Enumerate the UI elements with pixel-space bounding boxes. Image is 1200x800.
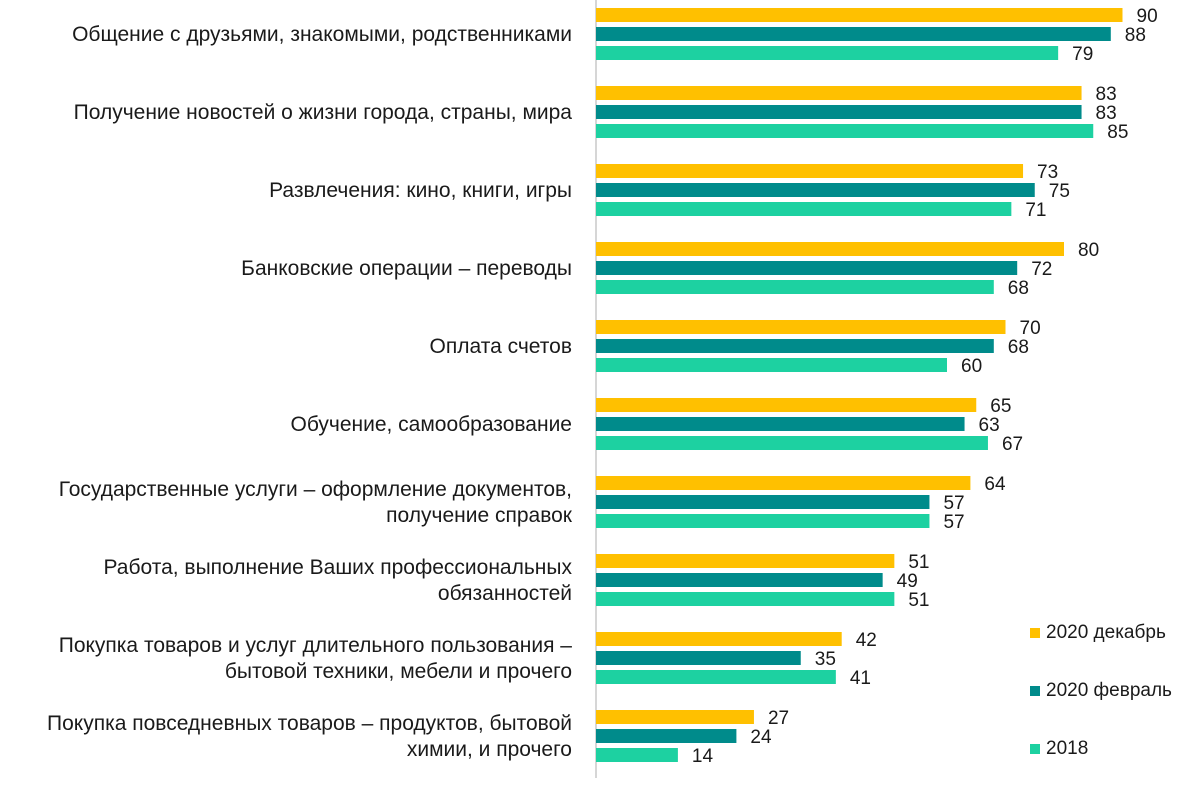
data-label-1-series-2: 88 <box>1125 25 1146 46</box>
bar-5-series-1 <box>596 320 1006 334</box>
data-label-10-series-2: 24 <box>750 727 772 748</box>
bar-3-series-2 <box>596 183 1035 197</box>
bar-9-series-1 <box>596 632 842 646</box>
data-label-5-series-1: 70 <box>1020 318 1041 339</box>
bar-8-series-3 <box>596 592 895 606</box>
data-label-4-series-3: 68 <box>1008 278 1029 299</box>
bar-10-series-1 <box>596 710 754 724</box>
bar-7-series-1 <box>596 476 971 490</box>
bar-9-series-2 <box>596 651 801 665</box>
data-label-7-series-3: 57 <box>943 512 964 533</box>
legend: 2020 декабрь 2020 февраль 2018 <box>1030 622 1172 759</box>
bar-6-series-3 <box>596 436 988 450</box>
data-label-4-series-1: 80 <box>1078 240 1099 261</box>
bar-8-series-2 <box>596 573 883 587</box>
bar-2-series-3 <box>596 124 1094 138</box>
category-labels-layer: Общение с друзьями, знакомыми, родственн… <box>47 23 573 761</box>
bar-4-series-1 <box>596 242 1064 256</box>
legend-label-2: 2020 февраль <box>1046 680 1172 701</box>
data-label-8-series-3: 51 <box>908 590 929 611</box>
bar-6-series-2 <box>596 417 965 431</box>
category-label-2: Получение новостей о жизни города, стран… <box>74 101 573 124</box>
data-label-7-series-1: 64 <box>984 474 1006 495</box>
legend-label-3: 2018 <box>1046 738 1088 759</box>
data-label-7-series-2: 57 <box>943 493 964 514</box>
bar-6-series-1 <box>596 398 977 412</box>
category-label-8: Работа, выполнение Ваших профессиональны… <box>103 556 572 605</box>
bar-5-series-2 <box>596 339 994 353</box>
category-label-9: Покупка товаров и услуг длительного поль… <box>59 634 573 683</box>
data-label-9-series-2: 35 <box>815 649 836 670</box>
bar-7-series-2 <box>596 495 930 509</box>
data-label-3-series-2: 75 <box>1049 181 1070 202</box>
data-label-9-series-1: 42 <box>856 630 877 651</box>
bar-10-series-3 <box>596 748 678 762</box>
category-label-5: Оплата счетов <box>430 335 572 358</box>
category-label-7: Государственные услуги – оформление доку… <box>59 478 573 527</box>
data-label-3-series-1: 73 <box>1037 162 1058 183</box>
bar-9-series-3 <box>596 670 836 684</box>
data-label-10-series-3: 14 <box>692 746 714 767</box>
bar-8-series-1 <box>596 554 895 568</box>
data-label-8-series-2: 49 <box>897 571 918 592</box>
bar-4-series-3 <box>596 280 994 294</box>
legend-label-1: 2020 декабрь <box>1046 622 1166 643</box>
data-label-4-series-2: 72 <box>1031 259 1052 280</box>
legend-swatch-1 <box>1030 628 1040 638</box>
category-label-4: Банковские операции – переводы <box>241 257 572 280</box>
data-label-3-series-3: 71 <box>1025 200 1046 221</box>
category-label-1: Общение с друзьями, знакомыми, родственн… <box>72 23 572 46</box>
data-label-6-series-3: 67 <box>1002 434 1023 455</box>
bar-7-series-3 <box>596 514 930 528</box>
bar-10-series-2 <box>596 729 737 743</box>
data-label-8-series-1: 51 <box>908 552 929 573</box>
data-label-1-series-1: 90 <box>1137 6 1158 27</box>
bar-1-series-1 <box>596 8 1123 22</box>
data-label-10-series-1: 27 <box>768 708 789 729</box>
bar-1-series-2 <box>596 27 1111 41</box>
bar-3-series-3 <box>596 202 1012 216</box>
data-label-5-series-3: 60 <box>961 356 982 377</box>
category-label-10: Покупка повседневных товаров – продуктов… <box>47 712 572 761</box>
data-label-2-series-3: 85 <box>1107 122 1128 143</box>
category-label-3: Развлечения: кино, книги, игры <box>269 179 572 202</box>
bar-4-series-2 <box>596 261 1018 275</box>
bar-1-series-3 <box>596 46 1059 60</box>
bar-5-series-3 <box>596 358 947 372</box>
bar-2-series-2 <box>596 105 1082 119</box>
bar-3-series-1 <box>596 164 1024 178</box>
data-label-2-series-2: 83 <box>1096 103 1117 124</box>
data-label-6-series-2: 63 <box>979 415 1000 436</box>
data-label-9-series-3: 41 <box>850 668 871 689</box>
legend-swatch-3 <box>1030 744 1040 754</box>
data-label-1-series-3: 79 <box>1072 44 1093 65</box>
bars-layer: 9088798383857375718072687068606563676457… <box>596 6 1158 767</box>
data-label-6-series-1: 65 <box>990 396 1011 417</box>
legend-swatch-2 <box>1030 686 1040 696</box>
bar-2-series-1 <box>596 86 1082 100</box>
data-label-5-series-2: 68 <box>1008 337 1029 358</box>
data-label-2-series-1: 83 <box>1096 84 1117 105</box>
category-label-6: Обучение, самообразование <box>290 413 572 436</box>
